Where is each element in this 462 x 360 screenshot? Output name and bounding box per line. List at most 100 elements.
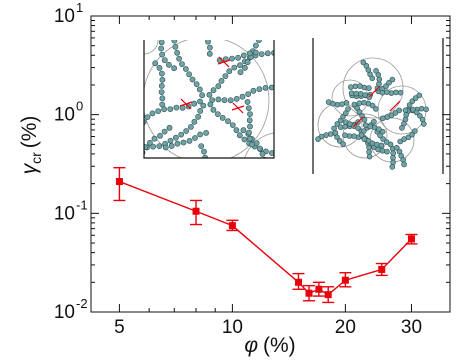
- particle: [327, 131, 334, 137]
- particle: [384, 148, 390, 155]
- y-axis-label: γcr (%): [18, 116, 44, 175]
- particle: [256, 40, 262, 44]
- particle: [397, 89, 404, 96]
- data-series: [113, 167, 418, 304]
- particle: [171, 65, 177, 72]
- particle: [205, 40, 211, 45]
- particle: [201, 148, 207, 155]
- particle: [149, 110, 156, 117]
- particle: [200, 102, 207, 109]
- particle: [352, 83, 359, 90]
- particle: [363, 63, 370, 69]
- data-marker: [115, 178, 123, 186]
- particle: [119, 141, 124, 146]
- x-tick-label: 5: [114, 317, 125, 338]
- y-tick-label: 10: [54, 302, 75, 323]
- particle: [162, 144, 169, 151]
- particle: [144, 114, 151, 120]
- particle: [165, 61, 172, 68]
- particle: [229, 55, 235, 62]
- inset-frame: [143, 40, 275, 159]
- particle: [172, 20, 177, 25]
- particle: [249, 141, 255, 148]
- particle: [386, 79, 392, 86]
- particle: [246, 135, 253, 142]
- data-point: [190, 199, 203, 226]
- particle: [399, 125, 405, 131]
- particle: [393, 145, 400, 151]
- plot-frame: [90, 15, 451, 313]
- particle: [403, 112, 410, 118]
- particle: [219, 115, 226, 121]
- y-tick-exponent: -1: [76, 197, 88, 212]
- particle: [423, 106, 429, 113]
- particle: [410, 106, 416, 113]
- particle: [174, 140, 181, 147]
- particle: [197, 131, 203, 138]
- particle: [237, 69, 244, 76]
- particle: [299, 81, 304, 86]
- particle: [126, 147, 131, 152]
- particle: [207, 101, 214, 108]
- particle: [244, 59, 251, 66]
- particle: [366, 85, 372, 91]
- particle: [206, 91, 213, 98]
- inset-dense-network-image: [312, 38, 444, 174]
- particle: [325, 99, 332, 105]
- particle: [347, 84, 354, 90]
- particle: [402, 107, 409, 114]
- particle: [226, 68, 233, 75]
- particle: [161, 57, 168, 64]
- particle: [192, 135, 198, 141]
- particle: [207, 167, 212, 172]
- y-tick-exponent: 0: [76, 99, 83, 114]
- particle: [151, 135, 158, 142]
- particle: [191, 118, 198, 125]
- particle: [281, 86, 286, 91]
- data-marker: [407, 235, 415, 243]
- particle: [252, 42, 259, 49]
- particle: [245, 91, 252, 97]
- particle: [115, 146, 120, 151]
- particle: [131, 127, 136, 132]
- particle: [156, 143, 163, 149]
- x-tick-labels: 5 10 20 30: [114, 317, 422, 338]
- particle: [355, 125, 361, 131]
- particle: [360, 128, 367, 134]
- particle: [396, 107, 403, 114]
- particle: [244, 99, 251, 105]
- particle: [420, 121, 427, 127]
- data-point: [375, 262, 388, 277]
- particle: [235, 54, 241, 61]
- particle: [336, 138, 343, 144]
- particle: [168, 143, 175, 149]
- data-point: [405, 233, 418, 245]
- particle: [390, 159, 396, 166]
- data-point: [303, 284, 316, 302]
- particle: [293, 83, 298, 88]
- particle: [131, 159, 136, 164]
- particle: [180, 139, 187, 146]
- particle: [172, 134, 179, 141]
- particle: [256, 145, 263, 152]
- particle: [406, 102, 413, 108]
- data-marker: [192, 207, 200, 215]
- particle: [390, 150, 397, 156]
- particle: [379, 148, 386, 154]
- particle: [227, 97, 234, 104]
- particle: [384, 89, 390, 95]
- particle: [346, 133, 353, 139]
- y-tick-label: 10: [54, 203, 75, 224]
- particle: [205, 161, 210, 166]
- particle: [241, 136, 248, 143]
- particle: [241, 64, 248, 71]
- particle: [183, 128, 190, 134]
- particle: [366, 149, 372, 155]
- y-tick-label: 10: [54, 6, 75, 27]
- bond-marker: [217, 59, 231, 65]
- particle: [146, 139, 153, 146]
- particle: [400, 157, 407, 163]
- data-marker: [378, 265, 386, 273]
- particle: [205, 33, 210, 38]
